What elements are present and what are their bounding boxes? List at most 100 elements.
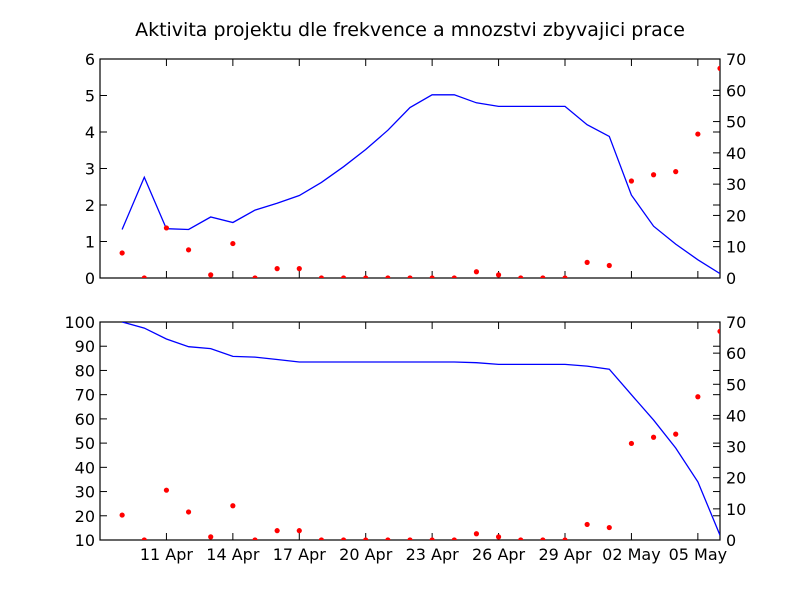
bottom-left-tick-label: 70 — [75, 386, 95, 405]
bottom-activity-point — [540, 537, 546, 540]
bottom-activity-point — [296, 528, 302, 534]
top-activity-point — [296, 266, 302, 272]
bottom-left-tick-label: 60 — [75, 410, 95, 429]
top-right-tick-label: 70 — [726, 50, 746, 69]
bottom-right-tick-label: 40 — [726, 406, 746, 425]
top-activity-point — [695, 131, 701, 137]
bottom-activity-point — [318, 537, 325, 540]
top-activity-point — [340, 275, 347, 278]
bottom-activity-point — [208, 534, 214, 540]
top-left-tick-label: 6 — [85, 50, 95, 69]
bottom-x-tick-label: 02 May — [602, 545, 661, 564]
bottom-right-tick-label: 10 — [726, 500, 746, 519]
top-activity-point — [230, 240, 236, 247]
bottom-activity-point — [673, 431, 679, 437]
bottom-activity-point — [252, 537, 258, 540]
bottom-x-tick-label: 05 May — [669, 545, 728, 564]
top-activity-point — [606, 262, 612, 269]
bottom-activity-point — [695, 394, 701, 400]
bottom-right-tick-label: 0 — [726, 531, 736, 550]
bottom-activity-point — [717, 328, 720, 334]
bottom-activity-point — [385, 537, 391, 540]
bottom-activity-point — [518, 537, 524, 540]
top-activity-point — [318, 275, 325, 278]
bottom-activity-point — [141, 537, 147, 540]
bottom-left-tick-label: 30 — [75, 483, 95, 502]
bottom-activity-point — [407, 537, 413, 540]
top-right-tick-label: 10 — [726, 238, 746, 257]
top-activity-point — [540, 275, 546, 278]
bottom-activity-point — [562, 537, 568, 540]
bottom-activity-point — [185, 509, 192, 515]
top-activity-point — [208, 272, 214, 278]
bottom-activity-point — [473, 531, 480, 537]
top-right-tick-label: 0 — [726, 269, 736, 288]
top-activity-point — [451, 275, 457, 278]
bottom-left-tick-label: 80 — [75, 361, 95, 380]
bottom-activity-point — [584, 521, 590, 528]
top-activity-point — [185, 247, 192, 253]
top-activity-point — [119, 250, 125, 256]
bottom-right-tick-label: 50 — [726, 375, 746, 394]
top-left-tick-label: 1 — [85, 233, 95, 252]
top-right-tick-label: 30 — [726, 175, 746, 194]
bottom-remaining-work-line — [121, 322, 720, 536]
bottom-x-tick-label: 29 Apr — [538, 545, 592, 564]
top-activity-point — [407, 275, 413, 278]
top-activity-point — [252, 275, 258, 278]
top-activity-point — [628, 178, 635, 184]
top-activity-point — [274, 266, 280, 272]
top-right-tick-label: 40 — [726, 144, 746, 163]
top-left-tick-label: 3 — [85, 160, 95, 179]
top-activity-point — [650, 172, 657, 178]
top-left-tick-label: 0 — [85, 269, 95, 288]
bottom-left-tick-label: 20 — [75, 507, 95, 526]
top-activity-point — [473, 269, 480, 275]
bottom-activity-point — [429, 537, 435, 540]
top-right-tick-label: 50 — [726, 113, 746, 132]
bottom-right-tick-label: 30 — [726, 438, 746, 457]
top-left-tick-label: 5 — [85, 87, 95, 106]
top-activity-point — [163, 225, 170, 231]
top-activity-point — [385, 275, 391, 278]
bottom-activity-point — [230, 503, 236, 509]
bottom-left-tick-label: 50 — [75, 434, 95, 453]
bottom-activity-point — [163, 487, 170, 493]
top-remaining-work-line — [121, 94, 720, 275]
bottom-left-tick-label: 10 — [75, 531, 95, 550]
bottom-left-tick-label: 90 — [75, 337, 95, 356]
bottom-activity-point — [340, 537, 347, 540]
top-activity-point — [518, 275, 524, 278]
bottom-activity-point — [628, 440, 635, 447]
bottom-activity-point — [606, 524, 612, 531]
bottom-activity-point — [119, 512, 125, 518]
bottom-activity-point — [650, 434, 657, 440]
top-right-tick-label: 20 — [726, 206, 746, 225]
top-axes-frame — [99, 58, 721, 279]
bottom-activity-point — [274, 528, 280, 534]
top-activity-point — [429, 275, 435, 278]
bottom-x-tick-label: 20 Apr — [339, 545, 393, 564]
bottom-right-tick-label: 20 — [726, 469, 746, 488]
bottom-x-tick-label: 17 Apr — [273, 545, 327, 564]
bottom-left-tick-label: 40 — [75, 458, 95, 477]
top-left-tick-label: 4 — [85, 123, 95, 142]
bottom-x-tick-label: 26 Apr — [472, 545, 526, 564]
bottom-left-tick-label: 100 — [64, 313, 95, 332]
top-left-tick-label: 2 — [85, 196, 95, 215]
top-activity-point — [717, 65, 720, 71]
top-activity-point — [584, 259, 590, 265]
top-activity-point — [363, 275, 369, 278]
bottom-activity-point — [451, 537, 457, 540]
top-activity-point — [495, 272, 502, 278]
top-activity-point — [673, 169, 679, 175]
bottom-activity-point — [495, 534, 502, 540]
bottom-x-tick-label: 14 Apr — [206, 545, 260, 564]
chart-panel-bottom: 10 20 30 40 50 60 70 80 90 100 0 10 20 30 40 50 60 70 11 A… — [64, 313, 746, 564]
figure-title: Aktivita projektu dle frekvence a mnozst… — [135, 19, 685, 41]
bottom-right-tick-label: 70 — [726, 313, 746, 332]
bottom-x-tick-label: 23 Apr — [406, 545, 460, 564]
top-right-tick-label: 60 — [726, 81, 746, 100]
